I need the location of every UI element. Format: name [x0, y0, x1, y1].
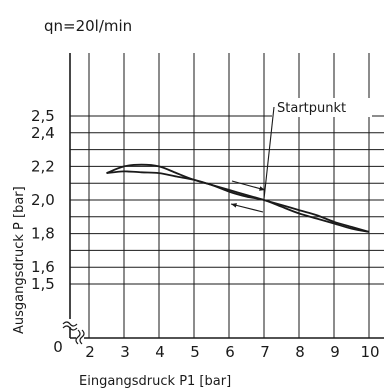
y-tick-2-2: 2,2: [31, 157, 55, 175]
arrow-rising: [231, 180, 266, 191]
annotation: Startpunkt: [263, 98, 372, 200]
grid: [70, 53, 384, 338]
x-tick-9: 9: [330, 343, 340, 361]
curve-rising: [106, 163, 370, 233]
x-axis-label: Eingangsdruck P1 [bar]: [79, 374, 231, 388]
x-tick-6: 6: [225, 343, 235, 361]
origin-zero-label: 0: [53, 338, 63, 356]
chart-title: qn=20l/min: [44, 17, 132, 35]
annotation-backdrop: [272, 98, 372, 117]
x-tick-4: 4: [155, 343, 165, 361]
y-tick-1-6: 1,6: [31, 258, 55, 276]
tick-labels: 2 3 4 5 6 7 8 9 10 0 1,51,6 1,8 2,0 2,2 2,42,5: [31, 107, 380, 361]
y-tick-2-4: 2,4: [31, 124, 55, 142]
x-tick-2: 2: [85, 343, 95, 361]
annotation-label: Startpunkt: [277, 101, 346, 116]
curves: [106, 163, 370, 233]
x-tick-10: 10: [360, 343, 379, 361]
x-tick-7: 7: [260, 343, 270, 361]
y-tick-1-5: 1,5: [31, 275, 55, 293]
annotation-leader: [263, 106, 275, 200]
x-tick-3: 3: [120, 343, 130, 361]
axes: [62, 53, 384, 345]
y-tick-1-8: 1,8: [31, 225, 55, 243]
axis-break-marks: [62, 319, 85, 345]
x-tick-5: 5: [190, 343, 200, 361]
y-tick-2-0: 2,0: [31, 191, 55, 209]
curve-falling: [106, 170, 370, 233]
y-tick-2-5: 2,5: [31, 107, 55, 125]
arrow-falling: [230, 203, 264, 213]
y-axis-label: Ausgangsdruck P [bar]: [12, 186, 27, 334]
x-tick-8: 8: [295, 343, 305, 361]
